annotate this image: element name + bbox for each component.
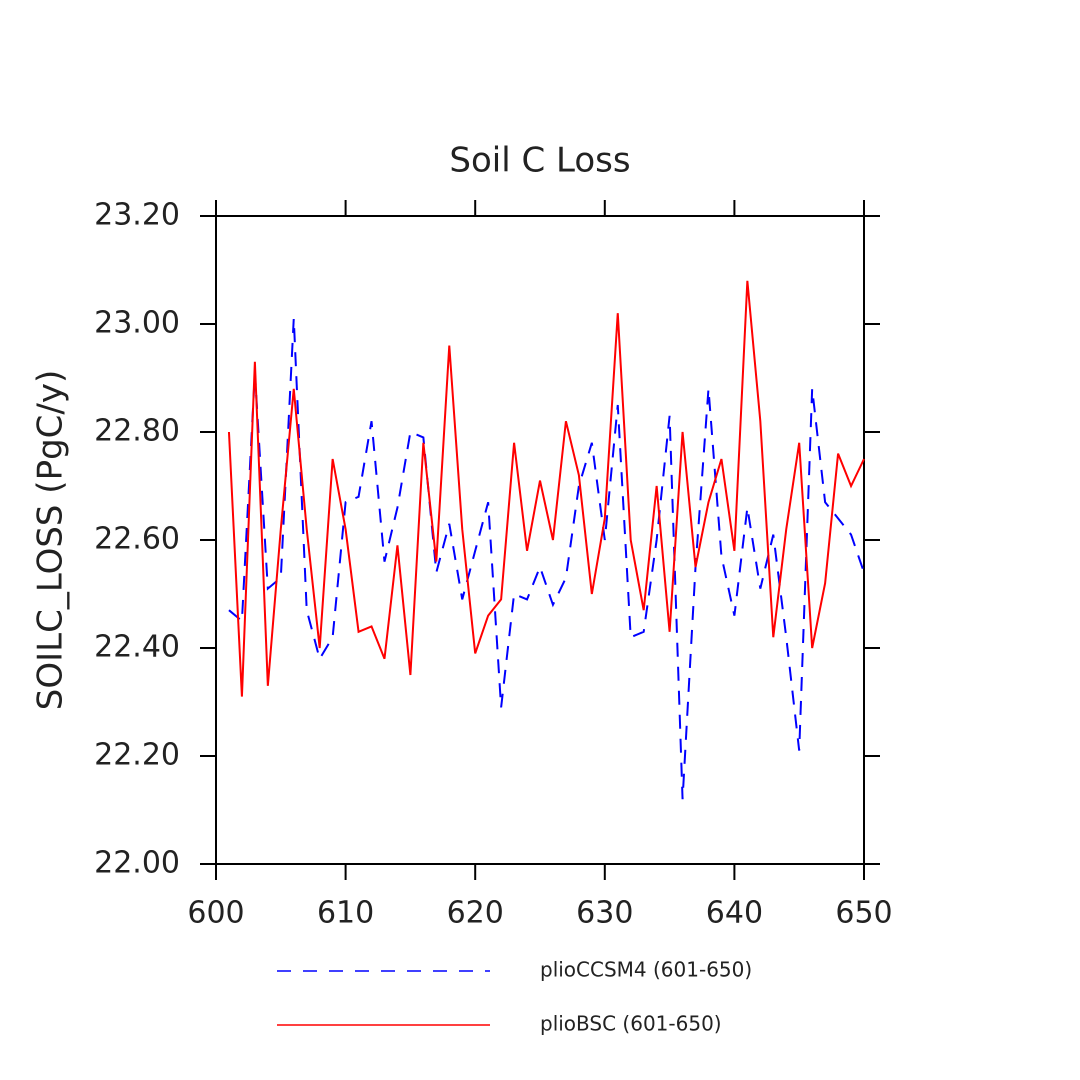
series-line [227, 280, 865, 697]
x-tick-label: 600 [187, 896, 244, 931]
y-tick-label: 23.20 [94, 198, 180, 233]
y-tick-label: 22.60 [94, 522, 180, 557]
chart-title: Soil C Loss [449, 141, 630, 181]
legend-label: plioCCSM4 (601-650) [540, 958, 752, 982]
legend-label: plioBSC (601-650) [540, 1012, 722, 1036]
x-tick-label: 640 [706, 896, 763, 931]
y-tick-label: 22.40 [94, 630, 180, 665]
y-axis-label: SOILC_LOSS (PgC/y) [31, 370, 71, 710]
x-tick-label: 630 [576, 896, 633, 931]
y-tick-label: 23.00 [94, 306, 180, 341]
x-tick-label: 610 [317, 896, 374, 931]
y-tick-label: 22.00 [94, 846, 180, 881]
y-tick-label: 22.80 [94, 414, 180, 449]
series-line [228, 318, 865, 800]
x-tick-label: 650 [835, 896, 892, 931]
y-tick-label: 22.20 [94, 738, 180, 773]
x-tick-label: 620 [447, 896, 504, 931]
